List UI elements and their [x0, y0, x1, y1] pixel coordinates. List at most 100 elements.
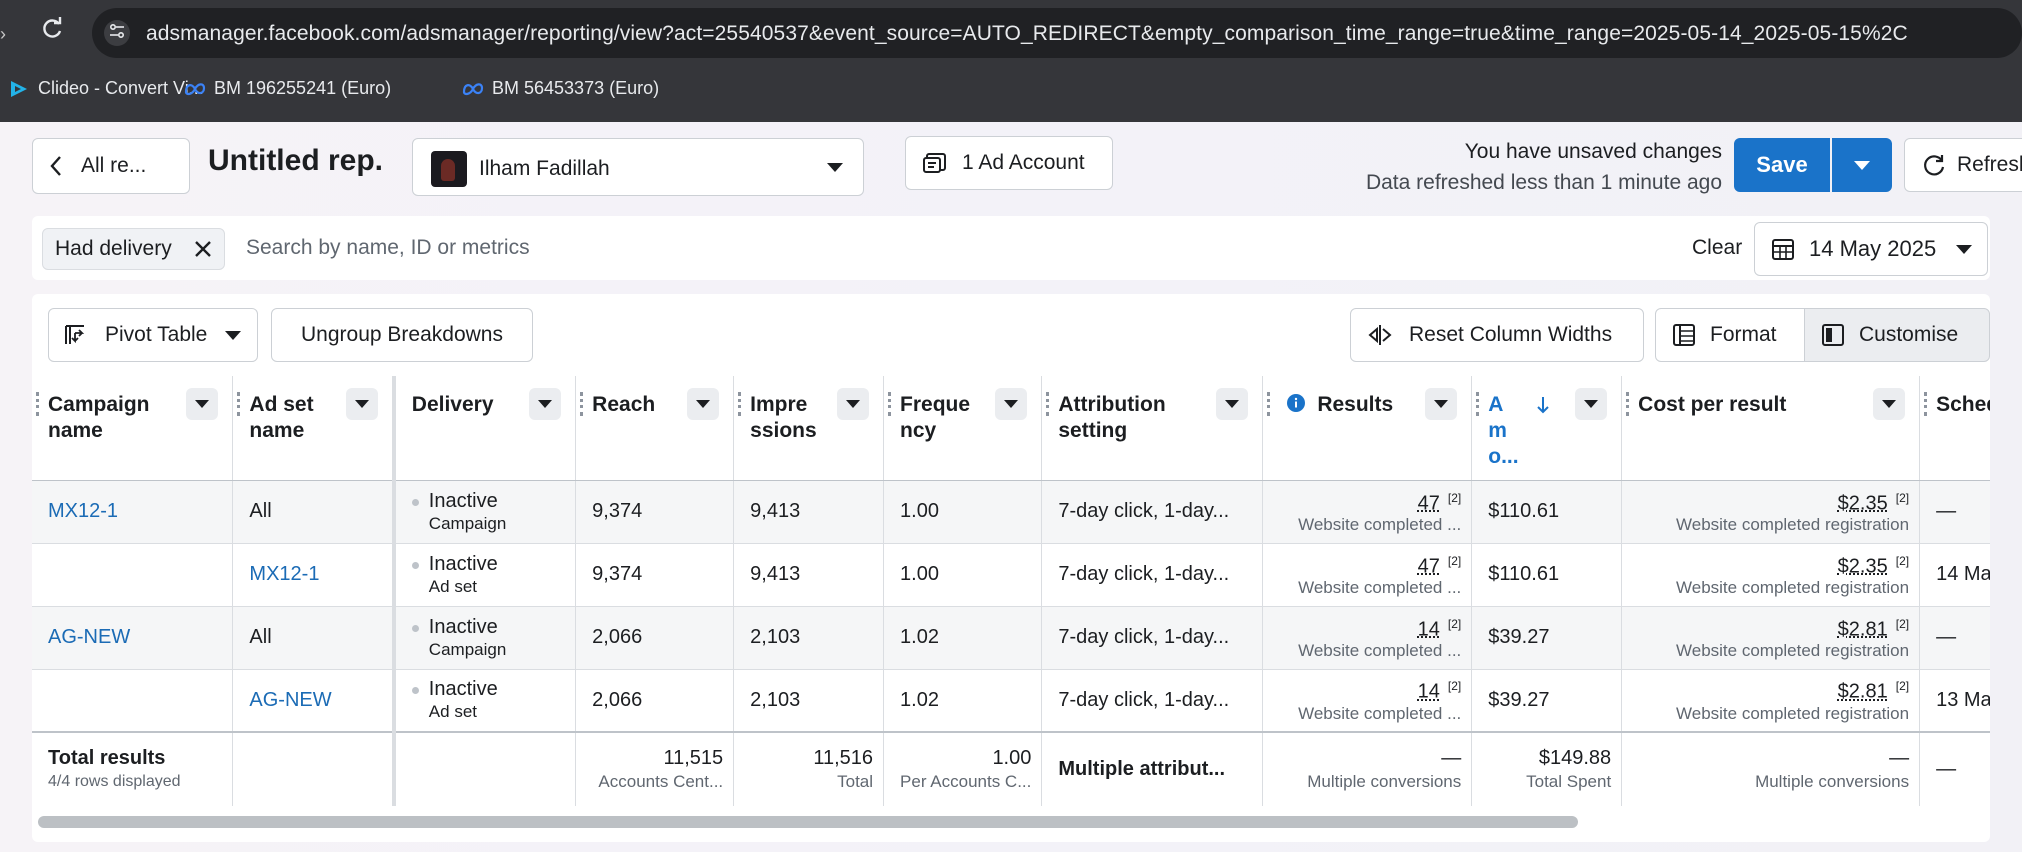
pivot-table-dropdown[interactable]: Pivot Table: [48, 308, 258, 362]
campaign-report-table: Campaign name Ad set name Delivery Reach I…: [32, 376, 1990, 806]
drag-handle-icon[interactable]: [580, 392, 584, 416]
table-row[interactable]: MX12-1 Inactive Ad set 9,374 9,413 1.00 7…: [32, 543, 1990, 607]
date-label: 14 May 2025: [1809, 236, 1937, 261]
save-button[interactable]: Save: [1734, 138, 1830, 192]
ungroup-breakdowns-button[interactable]: Ungroup Breakdowns: [271, 308, 533, 362]
reset-column-widths-button[interactable]: Reset Column Widths: [1350, 308, 1644, 362]
pivot-table-icon: [65, 325, 85, 344]
column-menu-button[interactable]: [837, 388, 870, 420]
cost-per-result-value[interactable]: $2.81: [1837, 681, 1888, 704]
bookmark-clideo[interactable]: Clideo - Convert Vi...: [8, 78, 204, 99]
back-to-reports-button[interactable]: All re...: [32, 138, 190, 194]
bookmark-bm-1[interactable]: BM 196255241 (Euro): [184, 78, 391, 99]
drag-handle-icon[interactable]: [1476, 392, 1480, 416]
bookmark-bm-2[interactable]: BM 56453373 (Euro): [462, 78, 659, 99]
horizontal-scrollbar[interactable]: [38, 816, 1578, 828]
drag-handle-icon[interactable]: [237, 392, 241, 416]
reload-icon[interactable]: [38, 16, 66, 44]
delivery-status: Inactive Campaign: [411, 615, 565, 661]
header-line: Impre: [750, 393, 808, 416]
schedule-cell: 13 May: [1919, 669, 1990, 733]
refresh-icon: [1924, 155, 1945, 176]
col-header-cost-per-result[interactable]: Cost per result: [1621, 376, 1921, 481]
total-results-desc: Multiple conversions: [1307, 771, 1462, 791]
amount-spent-cell: $110.61: [1471, 480, 1623, 544]
results-value[interactable]: 47: [1417, 492, 1440, 515]
ad-account-label: 1 Ad Account: [962, 151, 1085, 174]
forward-arrow-icon[interactable]: ›: [0, 24, 6, 44]
filter-chip-had-delivery[interactable]: Had delivery: [42, 228, 225, 270]
bookmark-label: Clideo - Convert Vi...: [38, 78, 204, 98]
site-settings-icon[interactable]: [104, 20, 130, 46]
ads-reporting-app: All re... Untitled rep. Ilham Fadillah 1…: [0, 122, 2022, 852]
clear-filters-button[interactable]: Clear: [1692, 236, 1743, 259]
drag-handle-icon[interactable]: [36, 392, 40, 416]
col-header-impressions[interactable]: Impre ssions: [733, 376, 885, 481]
col-header-reach[interactable]: Reach: [575, 376, 735, 481]
delivery-status: Inactive Campaign: [411, 489, 565, 535]
column-menu-button[interactable]: [995, 388, 1028, 420]
pivot-label: Pivot Table: [105, 323, 208, 346]
results-value[interactable]: 14: [1417, 681, 1440, 704]
cost-per-result-value[interactable]: $2.81: [1837, 618, 1888, 641]
unsaved-changes-text: You have unsaved changes: [1464, 140, 1722, 163]
column-menu-button[interactable]: [1425, 388, 1458, 420]
cost-per-result-value[interactable]: $2.35: [1837, 555, 1888, 578]
total-results-row: Total results 4/4 rows displayed 11,515 Ac…: [32, 731, 1990, 806]
sort-descending-icon[interactable]: [1536, 396, 1550, 414]
account-selector[interactable]: Ilham Fadillah: [412, 138, 864, 196]
back-label: All re...: [81, 154, 147, 177]
adset-name[interactable]: AG-NEW: [249, 688, 332, 711]
table-row[interactable]: AG-NEW Inactive Ad set 2,066 2,103 1.02 7…: [32, 669, 1990, 733]
calendar-icon: [1772, 239, 1794, 260]
column-menu-button[interactable]: [529, 388, 562, 420]
total-schedule: —: [1919, 731, 1990, 806]
adset-name[interactable]: All: [249, 626, 272, 648]
column-menu-button[interactable]: [1216, 388, 1249, 420]
col-header-adset-name[interactable]: Ad set name: [232, 376, 396, 481]
column-menu-button[interactable]: [1575, 388, 1608, 420]
table-row[interactable]: MX12-1 All Inactive Campaign 9,374 9,413 …: [32, 480, 1990, 544]
format-button[interactable]: Format: [1655, 308, 1805, 362]
chevron-down-icon: [846, 400, 861, 408]
drag-handle-icon[interactable]: [1267, 392, 1271, 416]
results-value[interactable]: 47: [1417, 555, 1440, 578]
reset-label: Reset Column Widths: [1409, 323, 1613, 346]
drag-handle-icon[interactable]: [1626, 392, 1630, 416]
meta-icon: [184, 82, 206, 95]
col-header-attribution[interactable]: Attribution setting: [1041, 376, 1264, 481]
schedule-cell: —: [1919, 606, 1990, 670]
drag-handle-icon[interactable]: [888, 392, 892, 416]
date-range-picker[interactable]: 14 May 2025: [1754, 222, 1988, 276]
table-row[interactable]: AG-NEW All Inactive Campaign 2,066 2,103 …: [32, 606, 1990, 670]
col-header-schedule[interactable]: Schedu: [1919, 376, 1990, 481]
column-menu-button[interactable]: [345, 388, 378, 420]
campaign-name-link[interactable]: AG-NEW: [48, 626, 131, 648]
adset-name[interactable]: All: [249, 500, 272, 522]
refresh-button[interactable]: Refresh: [1904, 138, 2022, 192]
results-value[interactable]: 14: [1417, 618, 1440, 641]
column-resize-icon: [1368, 325, 1392, 345]
adset-name[interactable]: MX12-1: [249, 563, 320, 585]
search-input[interactable]: [246, 228, 1146, 268]
drag-handle-icon[interactable]: [738, 392, 742, 416]
campaign-name-link[interactable]: MX12-1: [48, 500, 119, 522]
save-options-dropdown[interactable]: [1832, 138, 1892, 192]
address-bar[interactable]: adsmanager.facebook.com/adsmanager/repor…: [92, 8, 2022, 58]
column-menu-button[interactable]: [687, 388, 720, 420]
column-menu-button[interactable]: [1873, 388, 1906, 420]
drag-handle-icon[interactable]: [1924, 392, 1928, 416]
info-icon[interactable]: [1287, 394, 1306, 412]
ad-account-button[interactable]: 1 Ad Account: [905, 136, 1113, 190]
cost-per-result-value[interactable]: $2.35: [1837, 492, 1888, 515]
column-menu-button[interactable]: [186, 388, 219, 420]
col-header-results[interactable]: Results: [1262, 376, 1473, 481]
report-title[interactable]: Untitled rep.: [208, 144, 384, 177]
customise-button[interactable]: Customise: [1804, 308, 1990, 362]
col-header-delivery[interactable]: Delivery: [393, 376, 577, 481]
drag-handle-icon[interactable]: [1046, 392, 1050, 416]
close-icon[interactable]: [194, 240, 212, 258]
col-header-campaign-name[interactable]: Campaign name: [32, 376, 234, 481]
col-header-frequency[interactable]: Freque ncy: [883, 376, 1043, 481]
